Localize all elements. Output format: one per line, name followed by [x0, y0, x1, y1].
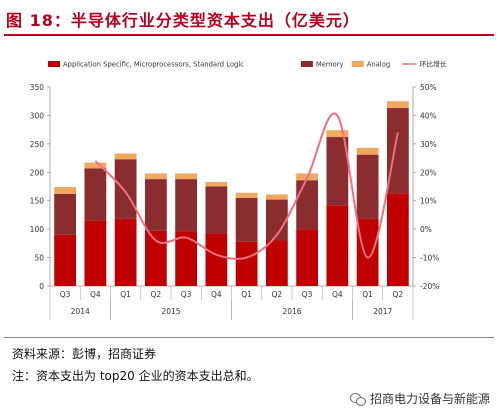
- bar-s2-1: [84, 162, 107, 169]
- year-label-3: 2017: [373, 307, 392, 316]
- bar-s1-4: [175, 179, 198, 232]
- bar-s0-10: [356, 218, 379, 286]
- chart-legend: Application Specific, Microprocessors, S…: [48, 60, 447, 69]
- watermark-text: 招商电力设备与新能源: [369, 392, 490, 406]
- bar-s1-10: [356, 154, 379, 219]
- growth-line-group: [94, 112, 399, 261]
- bar-s1-8: [296, 180, 319, 230]
- bar-s0-1: [84, 220, 107, 286]
- y-tick-label-5: 250: [30, 140, 45, 149]
- x-tick-label-6: Q1: [241, 290, 252, 299]
- bar-s2-5: [205, 181, 228, 187]
- bar-s1-2: [114, 159, 137, 219]
- x-tick-label-9: Q4: [332, 290, 343, 299]
- bar-s2-11: [386, 101, 409, 109]
- growth-line: [94, 112, 399, 261]
- bar-s0-6: [235, 241, 258, 286]
- legend-label-2: Analog: [367, 61, 390, 69]
- y-tick-label-0: 0: [39, 282, 44, 291]
- bar-s1-6: [235, 197, 258, 242]
- bar-s0-4: [175, 231, 198, 286]
- y2-tick-label-4: 20%: [420, 168, 437, 177]
- chart-axes: 0 50 100 150 200 250 300 350 -20% -10% 0% 10% 20% 30%…: [30, 83, 439, 320]
- legend-swatch-1: [300, 61, 313, 67]
- y2-tick-label-3: 10%: [420, 197, 437, 206]
- bar-s0-3: [144, 230, 167, 286]
- bar-s2-10: [356, 147, 379, 155]
- year-label-0: 2014: [71, 307, 90, 316]
- bar-s1-1: [84, 168, 107, 221]
- y2-tick-label-7: 50%: [420, 83, 437, 92]
- y2-tick-label-5: 30%: [420, 140, 437, 149]
- watermark: 招商电力设备与新能源: [349, 390, 490, 407]
- footer-divider: [4, 337, 494, 338]
- bar-s0-2: [114, 218, 137, 286]
- legend-swatch-2: [351, 61, 364, 67]
- x-tick-label-10: Q1: [362, 290, 373, 299]
- y-tick-label-6: 300: [30, 111, 45, 120]
- chart-bars: [54, 101, 409, 286]
- x-tick-label-11: Q2: [393, 290, 404, 299]
- legend-label-1: Memory: [316, 61, 344, 69]
- x-tick-label-7: Q2: [272, 290, 283, 299]
- year-label-1: 2015: [161, 307, 180, 316]
- legend-label-line: 环比增长: [420, 60, 447, 69]
- bar-s1-11: [386, 108, 409, 194]
- y2-tick-label-1: -10%: [420, 254, 439, 263]
- x-tick-label-3: Q2: [151, 290, 162, 299]
- bar-s2-2: [114, 153, 137, 160]
- figure-title: 图 18：半导体行业分类型资本支出（亿美元）: [6, 11, 360, 30]
- legend-swatch-0: [48, 61, 60, 67]
- bar-s2-4: [175, 173, 198, 180]
- year-label-2: 2016: [282, 307, 301, 316]
- x-tick-label-1: Q4: [90, 290, 101, 299]
- bar-s2-6: [235, 192, 258, 198]
- bar-s0-11: [386, 193, 409, 286]
- y2-tick-label-6: 40%: [420, 111, 437, 120]
- legend-label-0: Application Specific, Microprocessors, S…: [63, 61, 244, 69]
- x-tick-label-0: Q3: [60, 290, 71, 299]
- bar-s0-9: [326, 205, 349, 286]
- bar-s1-3: [144, 179, 167, 231]
- y-tick-label-1: 50: [34, 254, 44, 263]
- bar-s0-7: [265, 240, 288, 286]
- source-note: 资料来源：彭博，招商证券: [12, 347, 157, 361]
- bar-s2-3: [144, 173, 167, 180]
- bar-s0-8: [296, 229, 319, 286]
- bar-s2-0: [54, 187, 77, 194]
- bar-s2-7: [265, 194, 288, 200]
- footnote: 注：资本支出为 top20 企业的资本支出总和。: [12, 369, 259, 383]
- wechat-icon: [349, 392, 366, 406]
- y-tick-label-3: 150: [30, 197, 45, 206]
- header-divider: [4, 34, 494, 36]
- figure-header: 图 18：半导体行业分类型资本支出（亿美元）: [0, 0, 498, 36]
- bar-s1-7: [265, 199, 288, 241]
- bar-s0-0: [54, 234, 77, 286]
- bar-s1-9: [326, 137, 349, 206]
- y2-tick-label-0: -20%: [420, 282, 439, 291]
- x-tick-label-2: Q1: [120, 290, 131, 299]
- y-tick-label-2: 100: [30, 225, 45, 234]
- x-tick-label-5: Q4: [211, 290, 222, 299]
- bar-s0-5: [205, 233, 228, 286]
- bar-s1-0: [54, 193, 77, 235]
- capex-chart: Application Specific, Microprocessors, S…: [30, 60, 447, 320]
- bar-s2-9: [326, 130, 349, 138]
- bar-s1-5: [205, 186, 228, 234]
- y-tick-label-4: 200: [30, 168, 45, 177]
- x-tick-label-4: Q3: [181, 290, 192, 299]
- x-tick-label-8: Q3: [302, 290, 313, 299]
- y-tick-label-7: 350: [30, 83, 45, 92]
- y2-tick-label-2: 0%: [420, 225, 432, 234]
